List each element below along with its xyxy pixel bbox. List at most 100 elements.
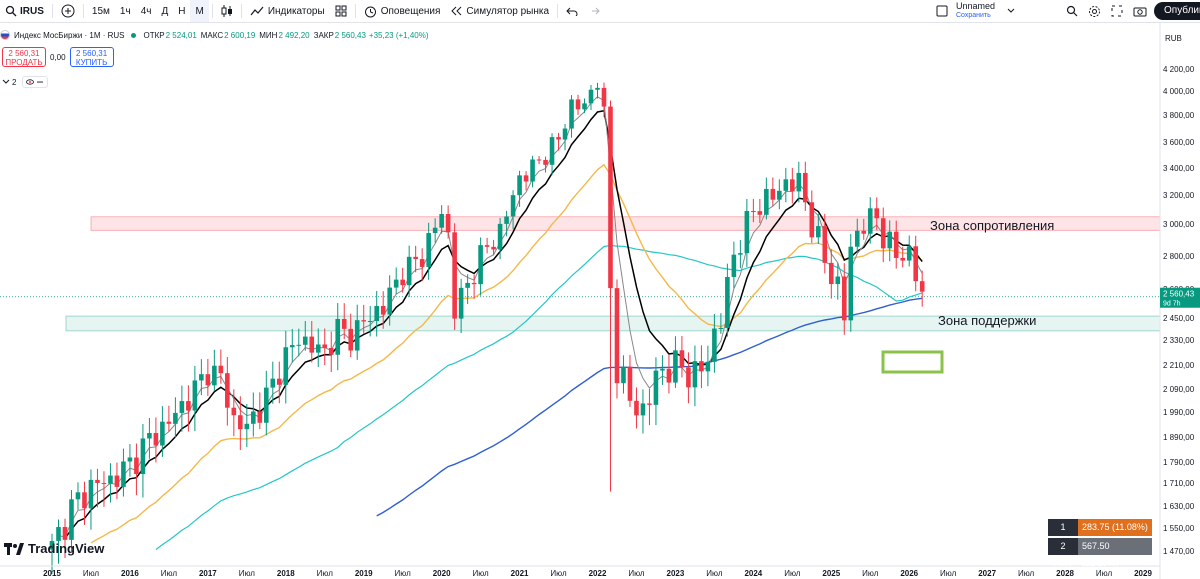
candle-body — [270, 378, 276, 388]
close-value: 2 560,43 — [334, 30, 366, 40]
candle-body — [426, 233, 431, 267]
candle-body — [173, 412, 178, 424]
candle-body — [822, 226, 828, 263]
status-dot-icon — [130, 32, 136, 38]
candle-body — [264, 387, 269, 423]
sell-label: ПРОДАТЬ — [5, 58, 43, 67]
time-tick-label: Июл — [550, 569, 567, 578]
candle-body — [56, 527, 61, 541]
candle-body — [309, 336, 315, 353]
fullscreen-button[interactable] — [1106, 0, 1128, 22]
buy-button[interactable]: 2 560,31 КУПИТЬ — [69, 47, 114, 67]
interval-4h[interactable]: 4ч — [140, 5, 152, 17]
resistance-zone-label[interactable]: Зона сопротивления — [930, 218, 1055, 233]
candle-body — [705, 361, 711, 372]
candle-body — [523, 175, 529, 182]
candle-body — [640, 403, 646, 416]
time-tick-label: 2025 — [822, 569, 840, 578]
indicators-tools[interactable] — [22, 76, 49, 88]
tradingview-logo[interactable]: TradingView — [4, 541, 104, 556]
candle-body — [867, 208, 873, 234]
candle-body — [186, 401, 191, 411]
grid-icon — [335, 5, 347, 17]
settings-button[interactable] — [1083, 0, 1106, 22]
candle-body — [504, 216, 509, 224]
candle-body — [530, 159, 535, 182]
redo-button[interactable] — [583, 0, 605, 22]
interval-15m[interactable]: 15м — [91, 5, 110, 17]
time-tick-label: 2021 — [511, 569, 529, 578]
time-tick-label: 2022 — [589, 569, 607, 578]
target-box[interactable] — [881, 350, 944, 374]
candle-body — [335, 318, 341, 355]
replay-button[interactable]: Симулятор рынка — [445, 0, 554, 22]
interval-m[interactable]: М — [190, 0, 209, 22]
interval-d[interactable]: Д — [161, 5, 169, 17]
candle-body — [725, 276, 730, 328]
candle-body — [283, 347, 289, 385]
low-label: МИН — [259, 30, 278, 40]
candle-body — [815, 226, 821, 238]
layout-menu[interactable]: Unnamed Сохранить — [931, 0, 1061, 22]
candle-body — [491, 246, 496, 250]
candle-body — [660, 368, 665, 371]
open-label: ОТКР — [143, 30, 165, 40]
time-tick-label: Июл — [862, 569, 879, 578]
symbol-search[interactable]: IRUS — [0, 0, 49, 22]
candle-body — [108, 475, 113, 484]
snapshot-button[interactable] — [1128, 0, 1152, 22]
compare-button[interactable] — [56, 0, 80, 22]
atr-1: 1 ATR 283.75 (11.08%) — [1048, 519, 1152, 549]
candle-body — [770, 188, 776, 200]
time-tick-label: Июл — [628, 569, 645, 578]
time-tick-label: Июл — [1018, 569, 1035, 578]
price-chart[interactable]: RUB 4 200,00 4 000,00 3 800,00 3 600,00 3 400… — [0, 23, 1200, 579]
candle-body — [861, 230, 867, 234]
sell-button[interactable]: 2 560,31 ПРОДАТЬ — [2, 47, 46, 67]
candle-body — [406, 256, 412, 286]
russia-flag-icon — [0, 30, 10, 40]
price-tick-label: 2 210,00 — [1163, 361, 1195, 370]
time-tick-label: Июл — [395, 569, 412, 578]
chart-type-button[interactable] — [216, 0, 238, 22]
search-icon — [5, 5, 17, 17]
chevron-down-icon — [2, 79, 10, 84]
alerts-button[interactable]: Оповещения — [359, 0, 446, 22]
time-tick-label: 2015 — [43, 569, 61, 578]
symbol-name: IRUS — [20, 5, 44, 17]
current-price-label: 2 560,43 — [1163, 290, 1195, 299]
candle-body — [608, 106, 613, 289]
indicators-button[interactable]: Индикаторы — [245, 0, 330, 22]
candle-body — [828, 262, 834, 285]
price-tick-label: 3 600,00 — [1163, 138, 1195, 147]
current-price-tag — [1160, 287, 1200, 308]
time-tick-label: Июл — [472, 569, 489, 578]
eye-icon — [26, 79, 35, 85]
undo-button[interactable] — [561, 0, 583, 22]
candle-body — [718, 327, 724, 329]
high-label: МАКС — [200, 30, 224, 40]
candle-body — [251, 411, 256, 424]
candle-body — [225, 373, 230, 408]
candle-body — [757, 211, 763, 215]
candle-body — [380, 305, 386, 315]
candle-body — [322, 344, 328, 348]
price-tick-label: 1 470,00 — [1163, 547, 1195, 556]
chart-area[interactable]: RUB 4 200,00 4 000,00 3 800,00 3 600,00 3 400… — [0, 23, 1200, 579]
interval-w[interactable]: Н — [178, 5, 186, 17]
candle-body — [192, 380, 198, 411]
ma-cyan-line — [155, 244, 923, 551]
candle-body — [595, 87, 600, 90]
publish-button[interactable]: Опубликовать — [1154, 2, 1200, 20]
low-value: 2 492,20 — [278, 30, 310, 40]
layout-name: Unnamed — [956, 1, 996, 11]
interval-1h[interactable]: 1ч — [119, 5, 131, 17]
templates-button[interactable] — [330, 0, 352, 22]
time-tick-label: 2028 — [1056, 569, 1074, 578]
time-tick-label: 2023 — [667, 569, 685, 578]
candle-body — [803, 172, 808, 203]
indicators-toggle[interactable]: 2 — [2, 78, 16, 87]
candle-body — [809, 202, 815, 238]
support-zone-label[interactable]: Зона поддержки — [938, 313, 1037, 328]
quick-search-button[interactable] — [1061, 0, 1083, 22]
